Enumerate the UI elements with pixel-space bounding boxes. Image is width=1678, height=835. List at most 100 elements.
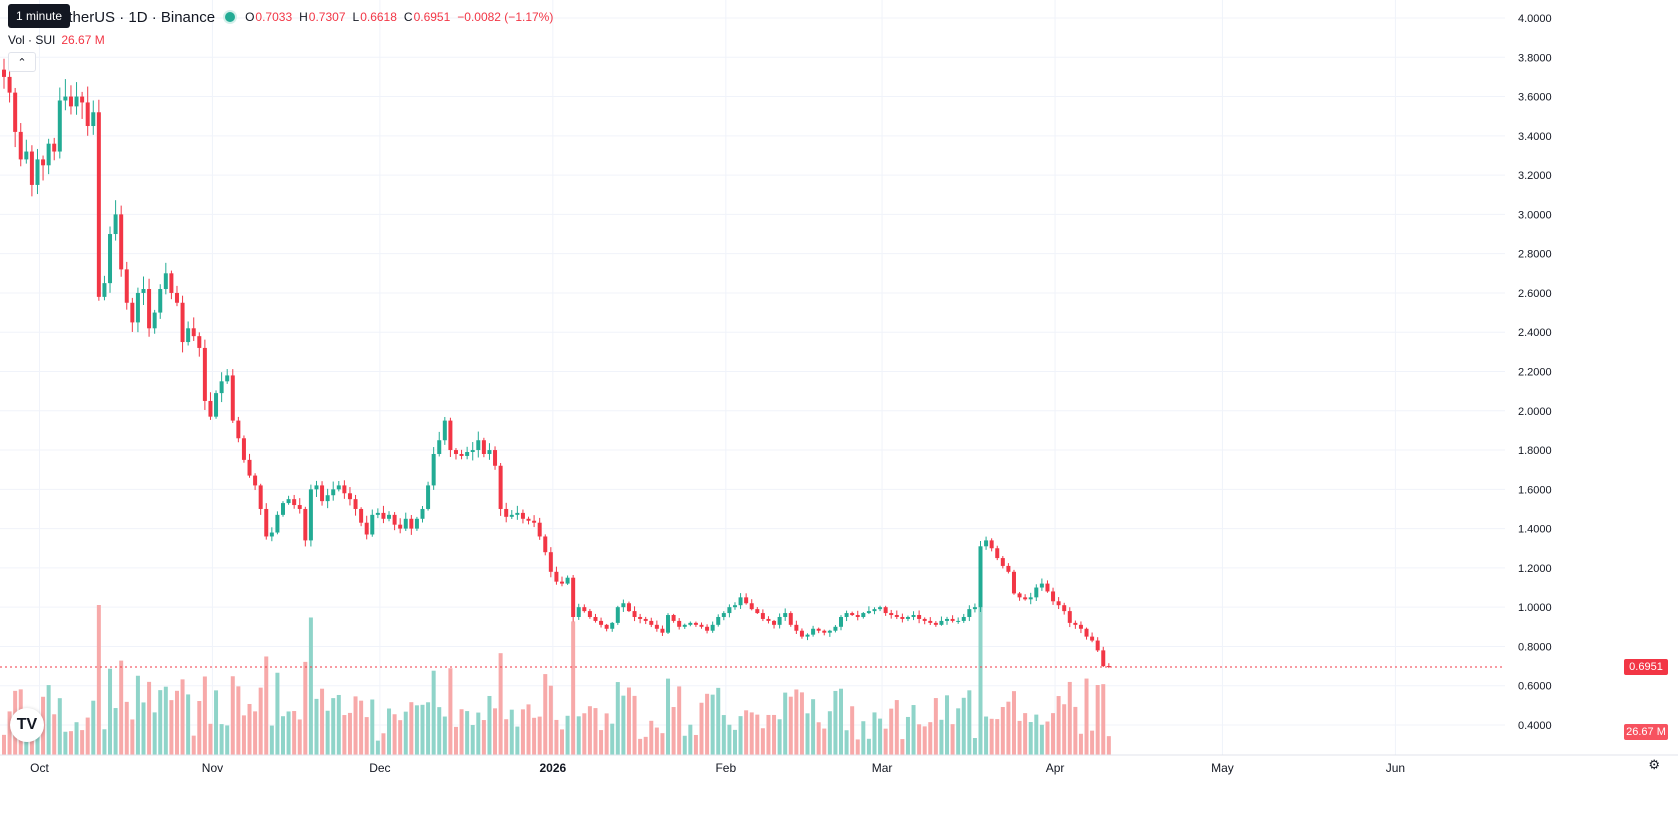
volume-bar <box>889 708 894 755</box>
volume-bar <box>241 715 246 755</box>
volume-bar <box>314 698 319 755</box>
volume-bar <box>671 707 676 755</box>
volume-bar <box>414 705 419 755</box>
volume-bar <box>945 695 950 755</box>
volume-bar <box>1034 714 1039 755</box>
volume-bar <box>844 730 849 755</box>
volume-bar <box>85 717 90 755</box>
volume-bar <box>788 696 793 755</box>
candle-body <box>872 609 877 612</box>
volume-bar <box>621 695 626 755</box>
volume-bar <box>375 740 380 755</box>
volume-bar <box>1090 730 1095 755</box>
candle-body <box>844 613 849 617</box>
candle-body <box>1095 640 1100 651</box>
volume-bar <box>677 686 682 755</box>
volume-bar <box>1062 704 1067 755</box>
volume-bar <box>465 711 470 755</box>
volume-bar <box>632 695 637 755</box>
candle-body <box>933 622 938 625</box>
volume-bar <box>1056 696 1061 755</box>
candle-body <box>52 143 57 152</box>
volume-bar <box>727 724 732 755</box>
time-axis: Oct Nov Dec 2026 Feb Mar Apr May Jun <box>0 754 1678 775</box>
candle-body <box>822 630 827 633</box>
volume-bar <box>325 710 330 755</box>
gear-icon[interactable]: ⚙ <box>1648 757 1660 772</box>
candle-body <box>621 603 626 608</box>
candle-body <box>247 459 252 476</box>
volume-bar <box>1017 720 1022 755</box>
volume-bar <box>911 705 916 755</box>
candle-body <box>649 620 654 625</box>
candle-body <box>68 96 73 107</box>
close-label: C <box>403 10 413 24</box>
candle-body <box>387 514 392 519</box>
candle-body <box>688 622 693 625</box>
volume-bar <box>839 688 843 755</box>
volume-bar <box>320 688 325 755</box>
volume-bar <box>738 716 743 755</box>
volume-bar <box>476 712 481 755</box>
candle-body <box>900 616 905 619</box>
volume-bar <box>520 709 525 755</box>
candle-body <box>275 514 280 533</box>
volume-bar <box>398 720 403 755</box>
candle-body <box>839 616 843 627</box>
x-tick-label: Dec <box>369 761 390 775</box>
volume-bar <box>303 661 308 755</box>
candle-body <box>576 607 581 617</box>
volume-bar <box>922 726 927 755</box>
volume-bar <box>387 708 392 755</box>
interval-tooltip: 1 minute <box>8 4 71 28</box>
candle-body <box>437 440 442 454</box>
tradingview-logo[interactable]: TV <box>10 708 44 742</box>
candle-body <box>269 532 274 537</box>
volume-bar <box>113 708 118 755</box>
candle-body <box>347 493 352 500</box>
x-tick-label: Oct <box>30 761 49 775</box>
volume-bar <box>141 702 146 755</box>
volume-bar <box>900 739 905 755</box>
volume-bar <box>308 617 313 755</box>
candle-body <box>7 76 12 93</box>
volume-bar <box>52 714 57 755</box>
volume-bar <box>543 674 548 755</box>
candle-body <box>978 546 983 608</box>
volume-bar <box>152 712 157 755</box>
candle-body <box>799 630 804 637</box>
collapse-legend-button[interactable]: ⌃ <box>8 52 36 72</box>
candle-body <box>989 540 994 549</box>
volume-bar <box>732 729 737 755</box>
volume-bar <box>202 676 207 755</box>
candle-body <box>777 616 782 625</box>
candle-body <box>705 626 710 631</box>
volume-bar <box>716 687 721 755</box>
volume-bar <box>654 727 659 755</box>
volume-bar <box>833 690 838 755</box>
y-tick-label: 0.4000 <box>1518 720 1552 732</box>
candle-body <box>191 328 196 337</box>
volume-bar <box>403 711 408 755</box>
y-tick-label: 2.4000 <box>1518 327 1552 339</box>
candle-body <box>911 615 916 617</box>
candle-body <box>29 151 34 185</box>
candle-body <box>626 603 631 612</box>
candle-body <box>1028 597 1033 600</box>
candle-body <box>403 518 408 529</box>
symbol-title[interactable]: etherUS · 1D · Binance <box>60 8 216 26</box>
candle-body <box>693 622 698 625</box>
volume-bar <box>688 724 693 755</box>
candle-body <box>554 571 559 582</box>
market-status-icon[interactable] <box>225 12 236 22</box>
volume-bar <box>7 711 12 755</box>
candle-body <box>297 505 302 509</box>
volume-legend-label: Vol · SUI <box>8 33 56 47</box>
y-tick-label: 1.2000 <box>1518 563 1552 575</box>
volume-legend[interactable]: Vol · SUI 26.67 M <box>8 33 105 47</box>
volume-bar <box>515 726 520 755</box>
volume-bar <box>370 699 375 755</box>
volume-bar <box>866 738 871 755</box>
candle-body <box>303 508 308 541</box>
